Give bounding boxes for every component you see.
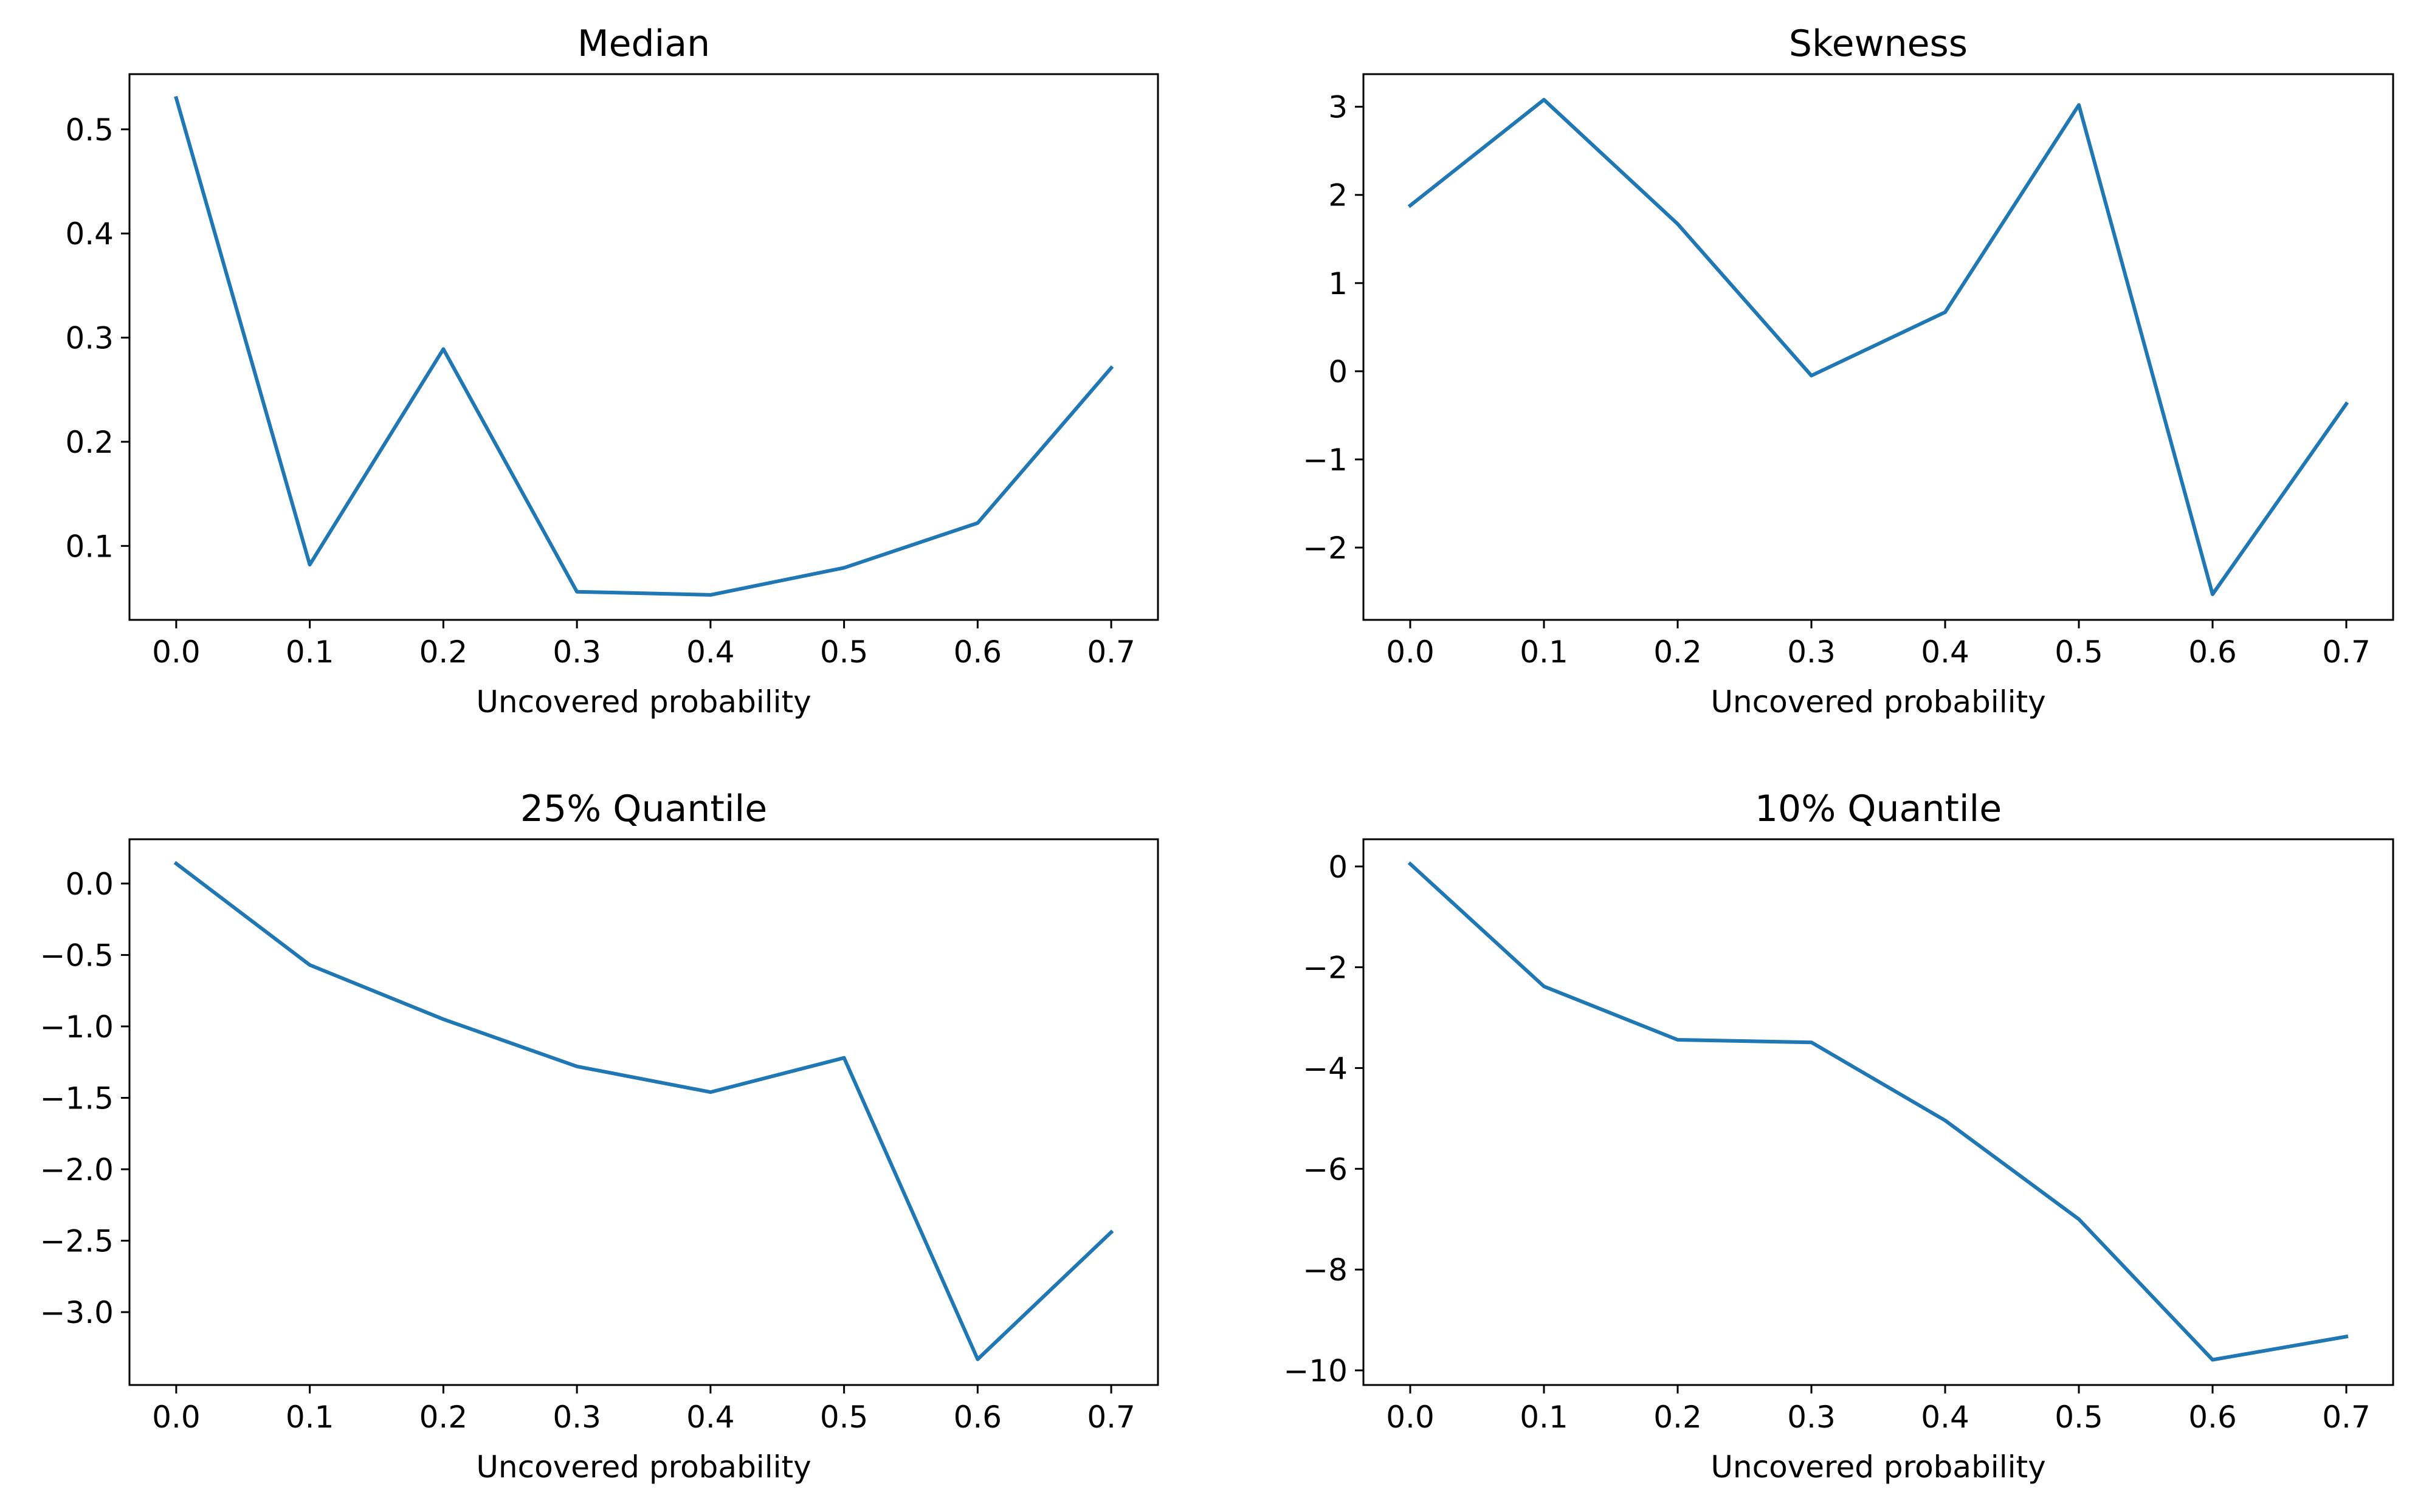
x-tick-label: 0.5 [2055,1400,2103,1435]
x-tick-label: 0.3 [553,634,601,670]
x-tick-label: 0.0 [1386,1400,1435,1435]
x-tick-label: 0.4 [686,634,735,670]
y-tick-label: −2 [1303,950,1348,986]
y-tick-label: −10 [1283,1353,1348,1389]
x-tick-label: 0.2 [419,634,468,670]
x-tick-label: 0.5 [820,634,869,670]
x-tick-label: 0.7 [1087,634,1135,670]
x-tick-label: 0.3 [1787,1400,1836,1435]
x-tick-label: 0.6 [954,634,1002,670]
chart-title: 25% Quantile [520,788,767,830]
x-axis-label: Uncovered probability [1710,684,2045,720]
y-tick-label: −0.5 [40,938,114,973]
y-tick-label: −2.0 [40,1152,114,1187]
y-tick-label: 0.0 [65,867,114,902]
x-tick-label: 0.4 [1921,1400,1969,1435]
x-tick-label: 0.5 [2055,634,2103,670]
x-tick-label: 0.3 [1787,634,1836,670]
x-tick-label: 0.1 [1520,634,1568,670]
y-tick-label: −3.0 [40,1295,114,1330]
x-tick-label: 0.3 [553,1400,601,1435]
x-tick-label: 0.5 [820,1400,869,1435]
y-tick-label: −1 [1303,442,1348,478]
y-tick-label: −1.5 [40,1081,114,1116]
y-tick-label: 1 [1328,266,1348,301]
y-tick-label: 0 [1328,354,1348,390]
x-tick-label: 0.1 [1520,1400,1568,1435]
x-tick-label: 0.7 [1087,1400,1135,1435]
x-tick-label: 0.6 [2188,1400,2237,1435]
x-tick-label: 0.2 [419,1400,468,1435]
y-tick-label: 2 [1328,178,1348,213]
x-tick-label: 0.2 [1653,1400,1702,1435]
y-tick-label: 0.2 [65,425,114,460]
y-tick-label: 3 [1328,90,1348,125]
x-tick-label: 0.2 [1653,634,1702,670]
chart-title: Skewness [1789,22,1968,65]
x-axis-label: Uncovered probability [476,684,811,720]
y-tick-label: 0.5 [65,112,114,148]
x-tick-label: 0.7 [2322,1400,2371,1435]
chart-title: Median [577,22,710,65]
x-tick-label: 0.6 [2188,634,2237,670]
y-tick-label: −6 [1303,1152,1348,1187]
y-tick-label: 0.3 [65,321,114,356]
x-tick-label: 0.0 [1386,634,1435,670]
y-tick-label: −4 [1303,1051,1348,1086]
chart-title: 10% Quantile [1755,788,2002,830]
y-tick-label: −2.5 [40,1224,114,1259]
y-tick-label: 0.4 [65,216,114,252]
x-axis-label: Uncovered probability [1710,1449,2045,1485]
y-tick-label: 0 [1328,850,1348,885]
x-axis-label: Uncovered probability [476,1449,811,1485]
x-tick-label: 0.6 [954,1400,1002,1435]
x-tick-label: 0.7 [2322,634,2371,670]
y-tick-label: −2 [1303,531,1348,566]
x-tick-label: 0.1 [286,1400,334,1435]
y-tick-label: −8 [1303,1253,1348,1288]
y-tick-label: 0.1 [65,529,114,564]
x-tick-label: 0.1 [286,634,334,670]
y-tick-label: −1.0 [40,1009,114,1045]
x-tick-label: 0.4 [686,1400,735,1435]
x-tick-label: 0.0 [152,634,201,670]
x-tick-label: 0.0 [152,1400,201,1435]
x-tick-label: 0.4 [1921,634,1969,670]
